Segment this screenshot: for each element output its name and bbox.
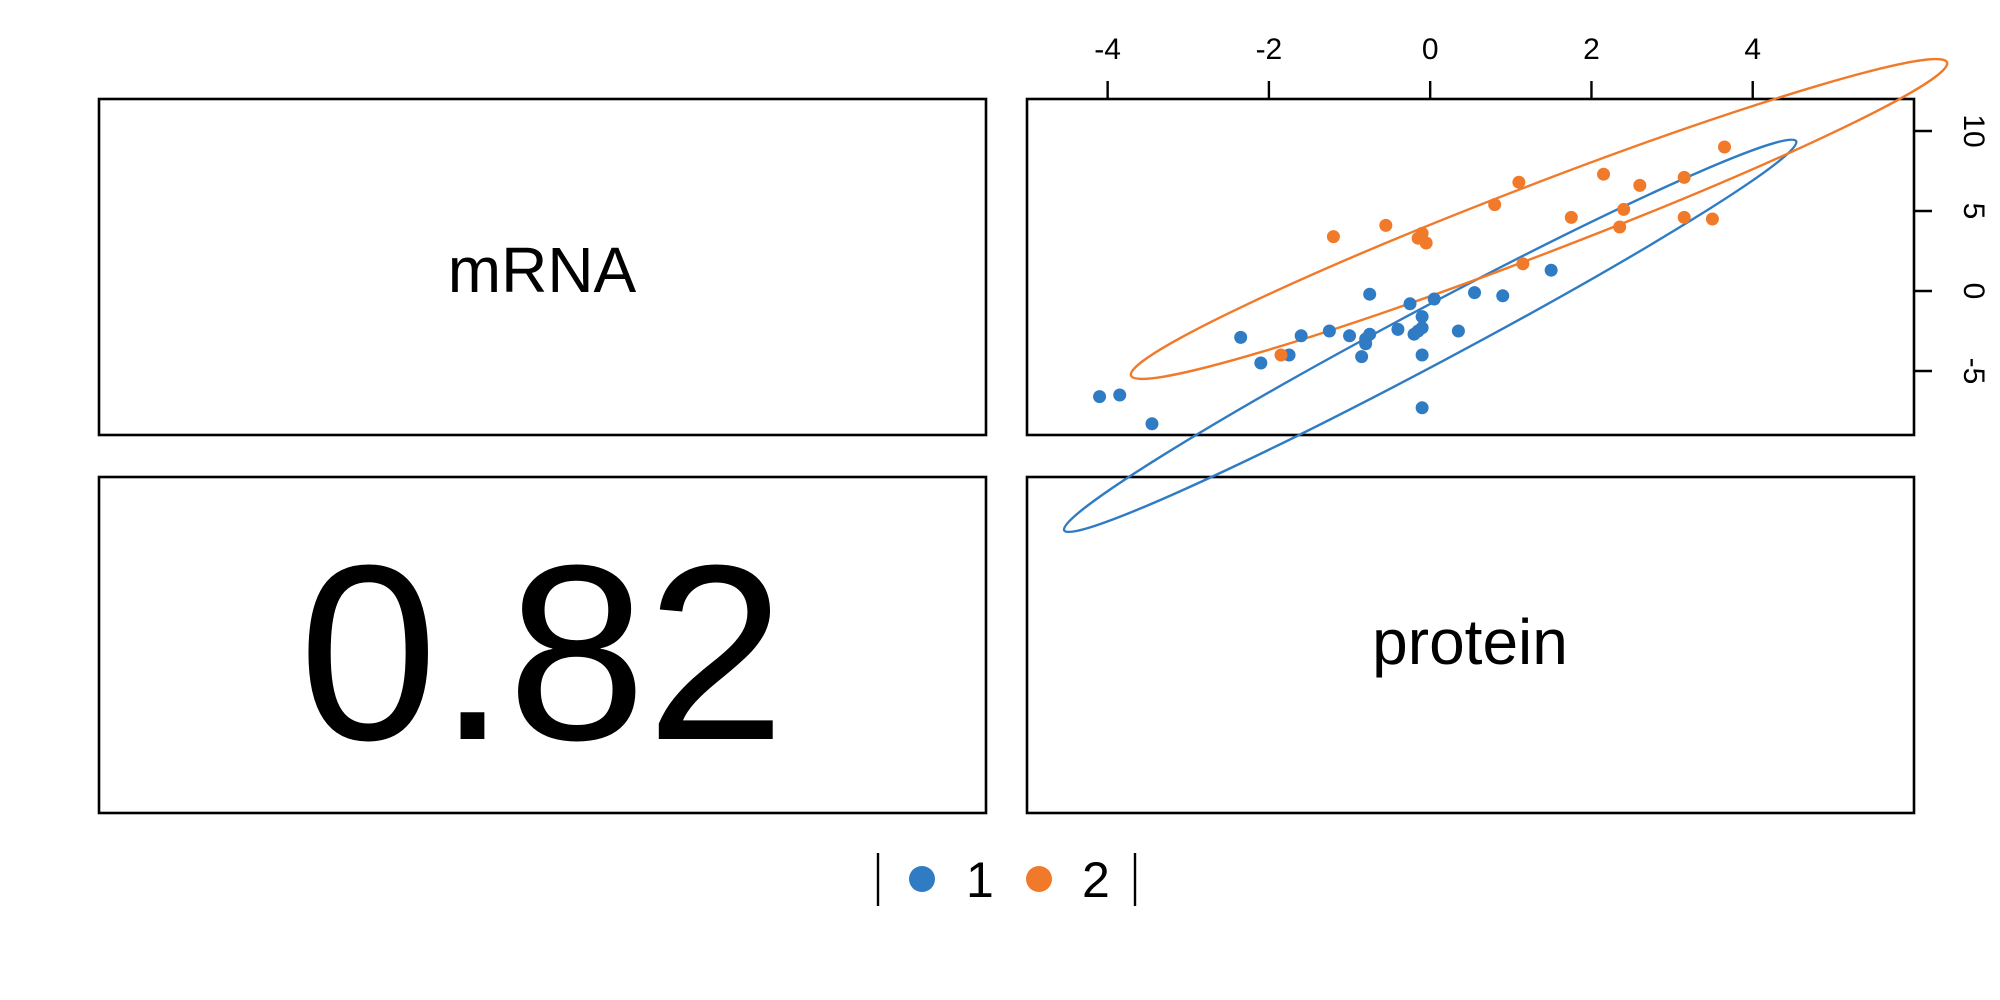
point-series-2-15: [1677, 170, 1691, 184]
point-series-1-3: [1234, 330, 1248, 344]
panel-scatter: [1025, 97, 1916, 437]
panel-bottom-right: [1025, 475, 1916, 815]
point-series-1-18: [1415, 321, 1429, 335]
panel-bottom-left: [97, 475, 988, 815]
point-series-1-24: [1468, 286, 1482, 300]
point-series-1-2: [1145, 417, 1159, 431]
y-axis-right: -5 0 5 10: [1914, 114, 1990, 384]
point-series-2-10: [1597, 167, 1611, 181]
y-tick-label-2: 5: [1957, 203, 1990, 220]
scatter-content: [1062, 57, 1949, 534]
point-series-1-19: [1415, 310, 1429, 324]
point-series-1-10: [1355, 350, 1369, 364]
x-tick-label-4: 4: [1744, 33, 1761, 66]
legend-label-1: 1: [966, 852, 994, 908]
point-series-1-21: [1415, 401, 1429, 415]
point-series-2-14: [1677, 210, 1691, 224]
point-series-2-1: [1326, 230, 1340, 244]
point-series-2-13: [1633, 178, 1647, 192]
point-series-2-7: [1512, 175, 1526, 189]
point-series-1-0: [1093, 390, 1107, 404]
point-series-1-4: [1254, 356, 1268, 370]
variable-label-mrna: mRNA: [448, 234, 637, 306]
point-series-1-23: [1451, 324, 1465, 338]
x-tick-label-1: -2: [1256, 33, 1283, 66]
point-series-2-8: [1516, 257, 1530, 271]
point-series-2-0: [1274, 348, 1288, 362]
y-tick-label-1: 0: [1957, 283, 1990, 300]
y-tick-label-3: 10: [1957, 114, 1990, 147]
point-series-1-25: [1496, 289, 1510, 303]
point-series-2-17: [1718, 140, 1732, 154]
legend: 1 2: [876, 852, 1137, 908]
point-series-1-12: [1363, 327, 1377, 341]
variable-label-protein: protein: [1372, 606, 1568, 678]
point-series-2-16: [1705, 212, 1719, 226]
legend-label-2: 2: [1082, 852, 1110, 908]
legend-marker-1: [909, 866, 935, 892]
x-tick-label-3: 2: [1583, 33, 1600, 66]
point-series-1-14: [1391, 322, 1405, 336]
point-series-1-20: [1415, 348, 1429, 362]
panel-top-left: [97, 97, 988, 437]
point-series-2-5: [1419, 236, 1433, 250]
x-axis-top: -4 -2 0 2 4: [1094, 33, 1761, 99]
x-tick-label-0: -4: [1094, 33, 1121, 66]
point-series-1-26: [1544, 263, 1558, 277]
y-tick-label-0: -5: [1957, 358, 1990, 385]
point-series-2-12: [1617, 202, 1631, 216]
point-series-2-11: [1613, 220, 1627, 234]
point-series-2-9: [1564, 210, 1578, 224]
point-series-1-6: [1294, 329, 1308, 343]
confidence-ellipse-1: [1062, 138, 1798, 534]
point-series-1-1: [1113, 388, 1127, 402]
correlation-value: 0.82: [299, 513, 786, 792]
point-series-2-2: [1379, 218, 1393, 232]
point-series-1-8: [1343, 329, 1357, 343]
legend-marker-2: [1026, 866, 1052, 892]
point-series-1-7: [1322, 324, 1336, 338]
x-tick-label-2: 0: [1422, 33, 1439, 66]
point-series-1-22: [1427, 292, 1441, 306]
confidence-ellipse-2: [1129, 57, 1949, 381]
point-series-1-15: [1403, 297, 1417, 311]
point-series-2-6: [1488, 198, 1502, 212]
point-series-1-13: [1363, 287, 1377, 301]
